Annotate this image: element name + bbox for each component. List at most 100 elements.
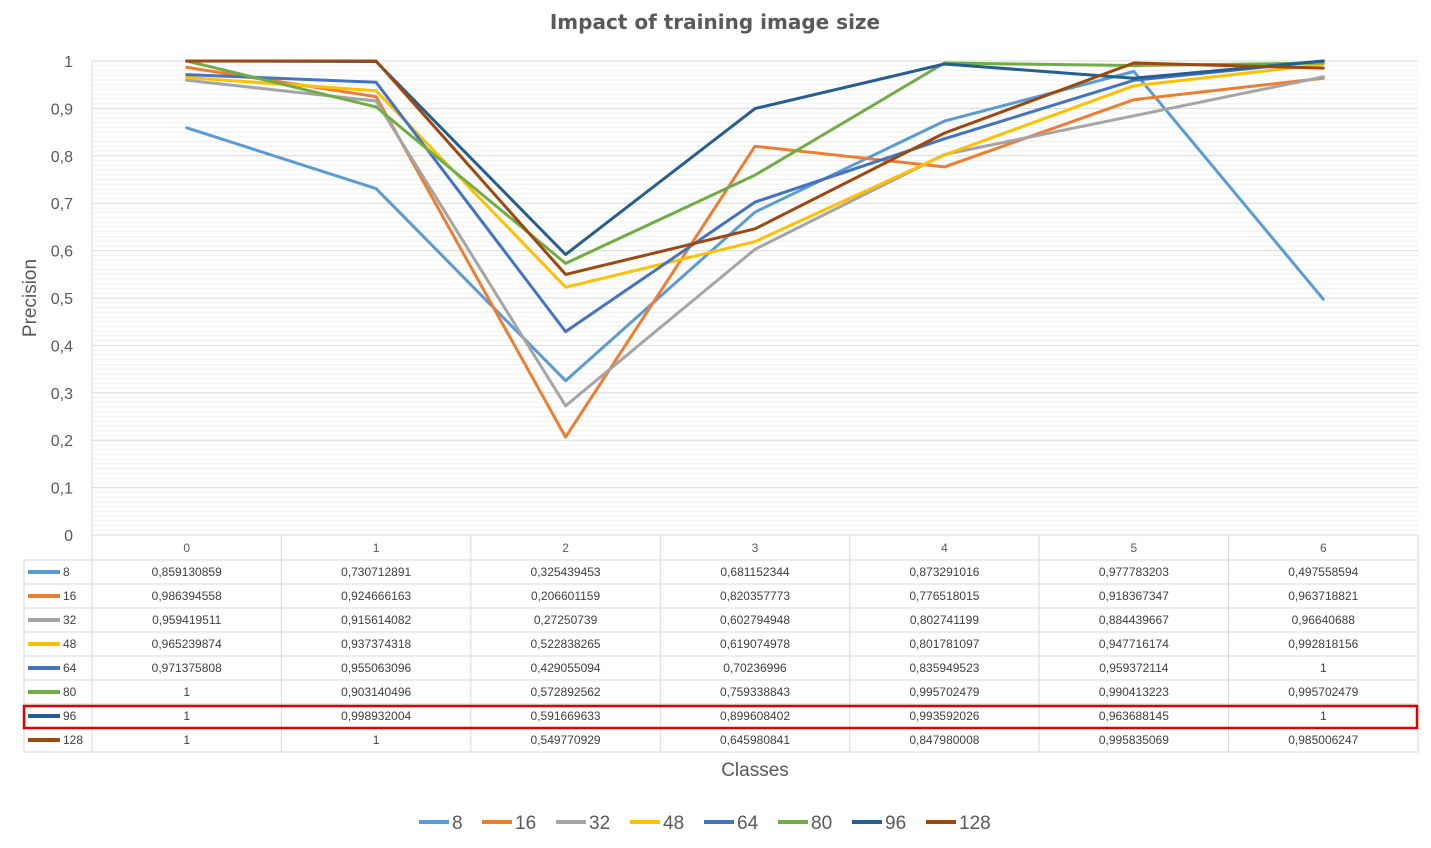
y-tick-label: 0,7: [51, 196, 73, 213]
table-cell: 0,993592026: [909, 709, 979, 723]
y-tick-label: 0,3: [51, 386, 73, 403]
series-line-80: [185, 59, 1325, 265]
chart-title: Impact of training image size: [550, 10, 880, 34]
x-tick-label: 6: [1320, 541, 1327, 555]
table-cell: 0,899608402: [720, 709, 790, 723]
table-cell: 0,776518015: [909, 589, 979, 603]
row-series-name: 32: [63, 613, 77, 627]
table-cell: 0,971375808: [152, 661, 222, 675]
y-tick-label: 0,6: [51, 244, 73, 261]
row-series-name: 96: [63, 709, 77, 723]
table-cell: 1: [1320, 661, 1327, 675]
table-cell: 1: [183, 685, 190, 699]
series-line-128: [185, 59, 1325, 276]
table-cell: 0,835949523: [909, 661, 979, 675]
table-row-8: 8 0,859130859 0,730712891 0,325439453 0,6811…: [28, 565, 1359, 579]
table-cell: 0,990413223: [1099, 685, 1169, 699]
table-cell: 0,802741199: [910, 613, 980, 627]
table-cell: 0,27250739: [534, 613, 598, 627]
series-line-16: [185, 65, 1325, 439]
legend-item-16: 16: [482, 813, 536, 834]
legend-label: 80: [811, 813, 832, 834]
table-row-48: 48 0,965239874 0,937374318 0,522838265 0,619…: [28, 637, 1359, 651]
row-series-name: 16: [63, 589, 77, 603]
series-lines: [185, 59, 1325, 439]
y-axis-title: Precision: [20, 259, 41, 337]
table-cell: 0,959372114: [1099, 661, 1169, 675]
table-cell: 0,995702479: [909, 685, 979, 699]
highlight-box: [22, 704, 1419, 730]
x-tick-label: 2: [562, 541, 569, 555]
y-tick-label: 0,8: [51, 149, 73, 166]
legend-label: 128: [959, 813, 991, 834]
legend-item-128: 128: [926, 813, 991, 834]
table-cell: 0,801781097: [909, 637, 979, 651]
table-cell: 0,965239874: [152, 637, 222, 651]
legend-label: 48: [663, 813, 684, 834]
table-cell: 0,918367347: [1099, 589, 1169, 603]
table-cell: 0,96640688: [1292, 613, 1356, 627]
table-row-80: 80 1 0,903140496 0,572892562 0,759338843 0,99…: [28, 685, 1359, 699]
legend-item-80: 80: [778, 813, 832, 834]
row-series-name: 48: [63, 637, 77, 651]
row-series-name: 80: [63, 685, 77, 699]
table-cell: 0,619074978: [720, 637, 790, 651]
y-tick-label: 1: [64, 54, 73, 71]
legend-label: 16: [515, 813, 536, 834]
legend-item-48: 48: [630, 813, 684, 834]
table-cell: 0,992818156: [1288, 637, 1358, 651]
legend-label: 96: [885, 813, 906, 834]
y-tick-label: 0,5: [51, 291, 73, 308]
table-cell: 1: [1320, 709, 1327, 723]
table-cell: 0,995835069: [1099, 733, 1169, 747]
x-tick-label: 5: [1131, 541, 1138, 555]
table-cell: 0,986394558: [152, 589, 222, 603]
y-tick-label: 0: [64, 528, 73, 545]
table-cell: 0,859130859: [152, 565, 222, 579]
table-cell: 0,873291016: [909, 565, 979, 579]
table-row-16: 16 0,986394558 0,924666163 0,206601159 0,820…: [28, 589, 1359, 603]
table-row-128: 128 1 1 0,549770929 0,645980841 0,847980008 0,…: [28, 733, 1359, 747]
legend-item-32: 32: [556, 813, 610, 834]
table-cell: 0,522838265: [531, 637, 601, 651]
y-tick-label: 0,4: [51, 338, 73, 355]
table-row-64: 64 0,971375808 0,955063096 0,429055094 0,702…: [28, 661, 1327, 675]
table-cell: 0,429055094: [531, 661, 601, 675]
legend-item-96: 96: [852, 813, 906, 834]
table-cell: 0,820357773: [720, 589, 790, 603]
table-cell: 0,206601159: [531, 589, 601, 603]
table-cell: 0,963688145: [1099, 709, 1169, 723]
table-cell: 0,995702479: [1288, 685, 1358, 699]
table-cell: 0,884439667: [1099, 613, 1169, 627]
y-tick-label: 0,2: [51, 433, 73, 450]
gridlines: [91, 60, 1418, 535]
table-cell: 0,915614082: [341, 613, 411, 627]
row-series-name: 128: [63, 733, 83, 747]
table-cell: 0,325439453: [531, 565, 601, 579]
y-tick-label: 0,1: [51, 481, 73, 498]
table-cell: 0,730712891: [341, 565, 411, 579]
table-cell: 0,998932004: [341, 709, 411, 723]
y-tick-label: 0,9: [51, 101, 73, 118]
legend-label: 32: [589, 813, 610, 834]
table-cell: 0,924666163: [341, 589, 411, 603]
y-axis-ticks: 0 0,1 0,2 0,3 0,4 0,5 0,6 0,7 0,8 0,9 1: [51, 54, 73, 545]
table-row-32: 32 0,959419511 0,915614082 0,27250739 0,6027…: [28, 613, 1355, 627]
x-tick-label: 3: [752, 541, 759, 555]
x-tick-label: 4: [941, 541, 948, 555]
series-line-64: [185, 59, 1325, 334]
legend-label: 8: [452, 813, 463, 834]
table-cell: 0,759338843: [720, 685, 790, 699]
x-axis-title: Classes: [721, 760, 789, 781]
table-cell: 0,645980841: [720, 733, 790, 747]
row-series-name: 64: [63, 661, 77, 675]
table-cell: 0,903140496: [341, 685, 411, 699]
data-table: 0 1 2 3 4 5 6 8 0,859130859 0,730712891 0,32543945…: [22, 534, 1419, 753]
table-cell: 0,963718821: [1288, 589, 1358, 603]
series-line-8: [185, 70, 1325, 383]
series-line-48: [185, 62, 1325, 289]
table-cell: 0,497558594: [1288, 565, 1358, 579]
table-cell: 0,937374318: [341, 637, 411, 651]
table-cell: 1: [183, 733, 190, 747]
